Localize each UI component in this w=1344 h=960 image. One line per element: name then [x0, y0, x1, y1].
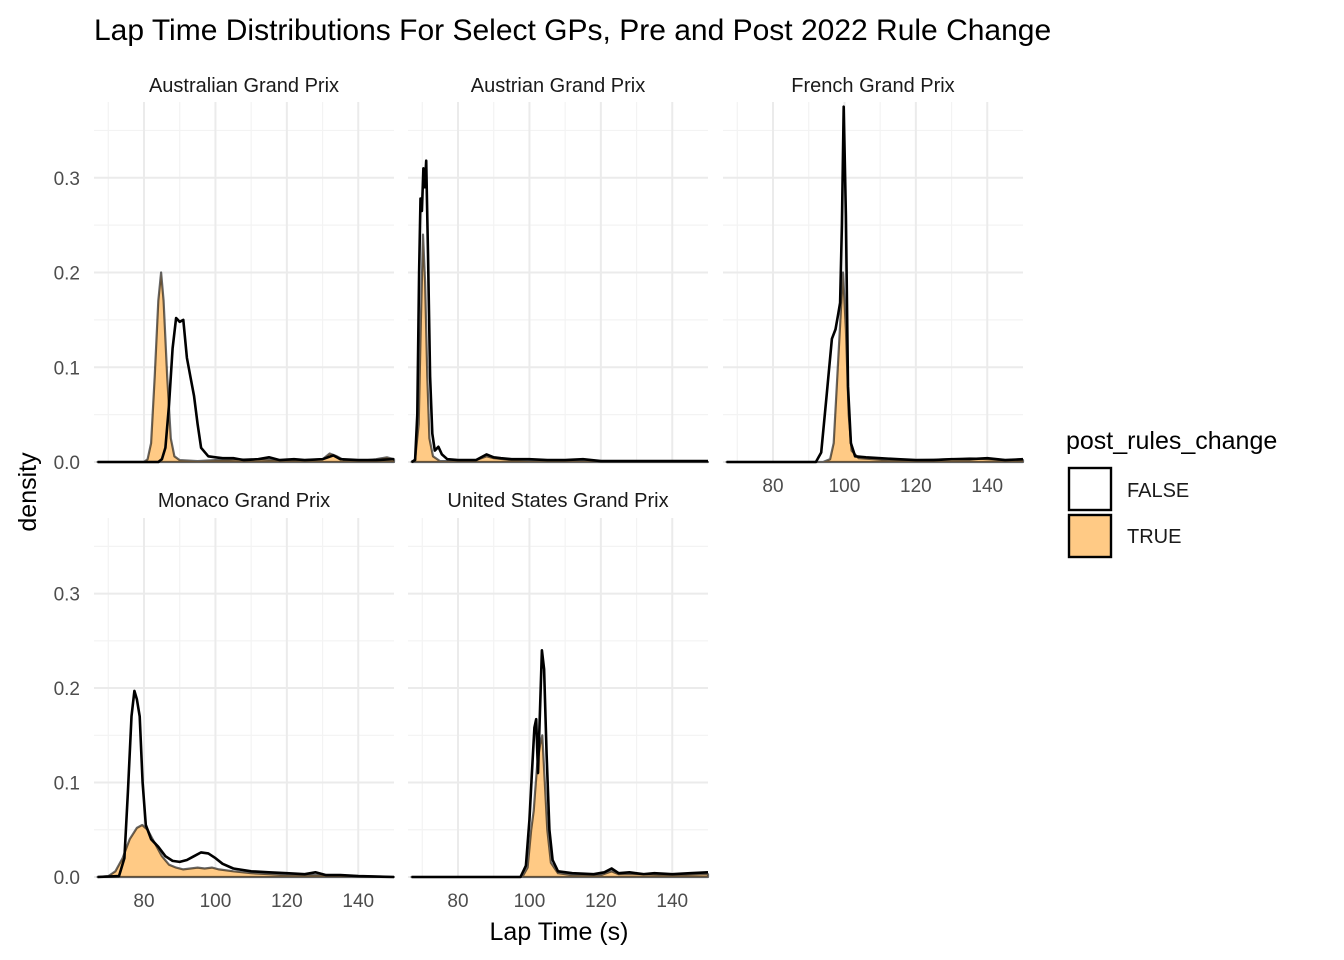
x-tick-label: 140 [971, 476, 1003, 497]
panel-french-grand-prix: French Grand Prix 80 100 120 140 [723, 75, 1025, 497]
density-curve-false [97, 316, 395, 464]
density-curve-false [97, 689, 395, 879]
y-tick-label: 0.2 [54, 264, 80, 285]
density-curve-false [726, 105, 1024, 464]
legend-key-false [1067, 466, 1113, 512]
y-tick-label: 0.0 [54, 868, 80, 889]
x-tick-label: 100 [829, 476, 861, 497]
x-tick-label: 80 [447, 891, 468, 912]
facet-label: French Grand Prix [791, 75, 954, 97]
legend-key-true [1067, 513, 1113, 559]
panel-australian-grand-prix: Australian Grand Prix 0.0 0.1 0.2 0.3 [54, 75, 396, 474]
density-curve-false [411, 649, 709, 879]
x-tick-label: 120 [271, 891, 303, 912]
x-tick-label: 80 [133, 891, 154, 912]
y-tick-label: 0.3 [54, 585, 80, 606]
x-tick-label: 100 [514, 891, 546, 912]
legend-title: post_rules_change [1066, 427, 1277, 455]
panel-united-states-grand-prix: United States Grand Prix 80 100 120 140 [408, 490, 710, 912]
y-tick-label: 0.2 [54, 679, 80, 700]
legend: post_rules_change FALSE TRUE [1066, 427, 1277, 559]
facet-panels: Australian Grand Prix 0.0 0.1 0.2 0.3 Austria… [54, 75, 1025, 912]
x-axis-title: Lap Time (s) [490, 918, 629, 946]
x-tick-label: 140 [656, 891, 688, 912]
facet-label: Monaco Grand Prix [158, 490, 330, 512]
y-tick-label: 0.3 [54, 169, 80, 190]
panel-monaco-grand-prix: Monaco Grand Prix 0.0 0.1 0.2 0.3 80 100 120 140 [54, 490, 396, 912]
y-tick-label: 0.1 [54, 774, 80, 795]
x-tick-label: 80 [762, 476, 783, 497]
y-tick-label: 0.0 [54, 453, 80, 474]
x-tick-label: 120 [900, 476, 932, 497]
facet-label: United States Grand Prix [447, 490, 668, 512]
panel-austrian-grand-prix: Austrian Grand Prix [408, 75, 710, 464]
facet-label: Austrian Grand Prix [471, 75, 646, 97]
y-axis-title: density [14, 452, 42, 532]
y-tick-label: 0.1 [54, 358, 80, 379]
density-curve-true [410, 233, 710, 464]
legend-label-true: TRUE [1127, 526, 1181, 548]
x-tick-label: 100 [200, 891, 232, 912]
density-curve-false [410, 159, 708, 464]
chart-title: Lap Time Distributions For Select GPs, P… [94, 14, 1051, 47]
x-tick-label: 140 [342, 891, 374, 912]
x-tick-label: 120 [585, 891, 617, 912]
density-curve-true [410, 734, 710, 879]
legend-label-false: FALSE [1127, 480, 1189, 502]
facet-label: Australian Grand Prix [149, 75, 339, 97]
